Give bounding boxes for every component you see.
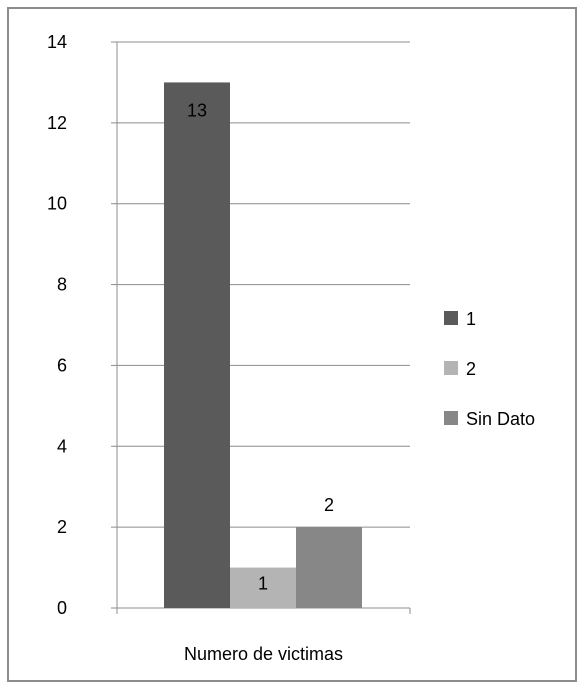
gridlines [117,41,410,528]
bar-2 [230,567,296,608]
y-tick-label: 6 [57,355,67,375]
y-tick-label: 8 [57,275,67,295]
legend-swatch [444,411,458,425]
data-label: 2 [324,495,334,515]
bar-1 [164,82,230,608]
y-tick-label: 2 [57,517,67,537]
data-label: 13 [187,100,207,120]
legend-swatch [444,361,458,375]
legend: 1 2 Sin Dato [444,309,535,429]
data-labels: 13 1 2 [187,100,334,593]
bars [164,82,362,608]
data-label: 1 [258,574,268,594]
y-tick-label: 0 [57,598,67,618]
y-tick-label: 4 [57,436,67,456]
legend-label: 1 [466,309,476,329]
y-tick-label: 10 [47,194,67,214]
y-tick-label: 12 [47,113,67,133]
legend-label: Sin Dato [466,409,535,429]
legend-label: 2 [466,359,476,379]
y-tick-label: 14 [47,32,67,52]
x-category-label: Numero de victimas [184,644,343,664]
legend-swatch [444,311,458,325]
bar-sin-dato [296,527,362,608]
